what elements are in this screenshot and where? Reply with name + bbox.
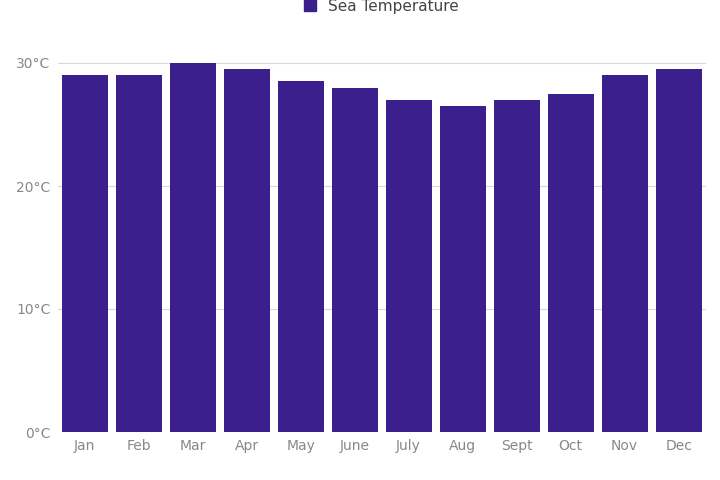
Bar	[656, 69, 701, 432]
Bar	[386, 100, 431, 432]
Legend: Sea Temperature: Sea Temperature	[304, 0, 459, 14]
Bar	[62, 75, 107, 432]
Bar	[494, 100, 539, 432]
Bar	[440, 106, 485, 432]
Bar	[116, 75, 161, 432]
Bar	[170, 63, 215, 432]
Bar	[278, 82, 323, 432]
Bar	[548, 94, 593, 432]
Bar	[332, 87, 377, 432]
Bar	[224, 69, 269, 432]
Bar	[602, 75, 647, 432]
